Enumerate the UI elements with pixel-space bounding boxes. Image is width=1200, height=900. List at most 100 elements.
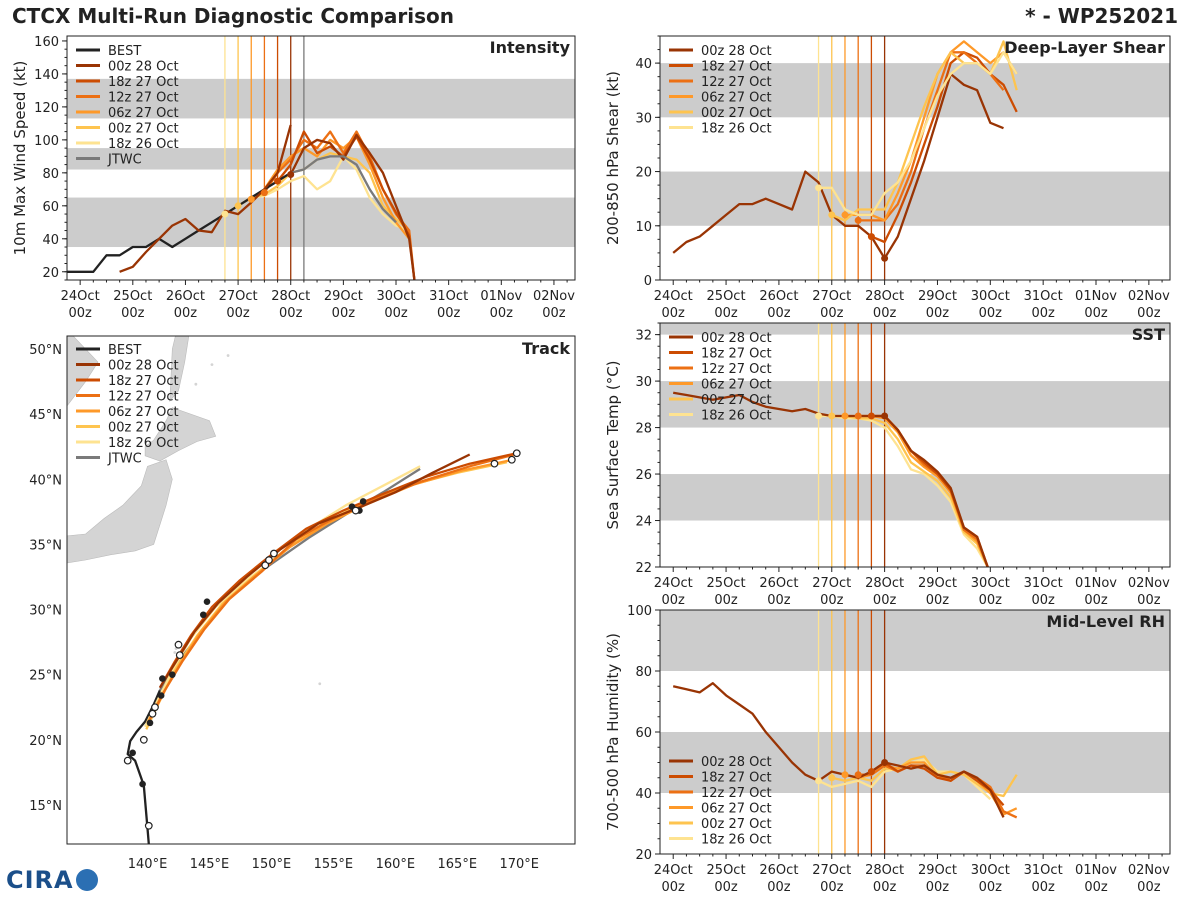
x-tick-label-date: 25Oct xyxy=(707,289,746,304)
legend-label: 12z 27 Oct xyxy=(701,75,772,90)
track-point-open xyxy=(507,455,516,464)
lon-tick-label: 160°E xyxy=(376,857,416,872)
legend-label: 12z 27 Oct xyxy=(108,91,179,106)
legend-label: 18z 26 Oct xyxy=(108,436,179,451)
track-line xyxy=(158,467,421,691)
plot-area xyxy=(660,610,1170,854)
x-tick-label-hour: 00z xyxy=(820,880,844,895)
init-marker xyxy=(881,412,889,420)
x-tick-label-hour: 00z xyxy=(490,306,514,321)
series-line xyxy=(818,51,1018,217)
init-marker xyxy=(815,412,823,420)
x-tick-label-hour: 00z xyxy=(714,593,738,608)
x-tick-label-date: 26Oct xyxy=(166,289,205,304)
lat-tick-label: 40°N xyxy=(29,473,62,488)
legend-label: 00z 28 Oct xyxy=(701,331,772,346)
storm-id: * - WP252021 xyxy=(1025,4,1178,28)
x-tick-label-date: 27Oct xyxy=(812,863,851,878)
landmass xyxy=(67,336,99,407)
x-tick-label-date: 24Oct xyxy=(61,289,100,304)
lon-tick-label: 170°E xyxy=(499,857,539,872)
track-line xyxy=(146,458,514,724)
y-axis-label: 10m Max Wind Speed (kt) xyxy=(11,61,29,256)
x-tick-label-hour: 00z xyxy=(662,880,686,895)
panel-intensity: 20 40 60 80 100 120 140 160 24Oct 00z 25Oct 00z 26Oc… xyxy=(11,35,576,321)
track-point-open xyxy=(261,561,270,570)
x-tick-label-date: 31Oct xyxy=(1024,576,1063,591)
y-tick-label: 60 xyxy=(42,200,59,215)
y-tick-label: 24 xyxy=(635,515,652,530)
x-tick-label-date: 28Oct xyxy=(271,289,310,304)
legend-label: 00z 27 Oct xyxy=(701,106,772,121)
track-line xyxy=(144,465,421,728)
x-tick-label-hour: 00z xyxy=(979,593,1003,608)
y-tick-label: 100 xyxy=(627,604,652,619)
legend-label: 18z 27 Oct xyxy=(108,75,179,90)
lon-tick-label: 150°E xyxy=(252,857,292,872)
legend-label: 00z 28 Oct xyxy=(701,44,772,59)
x-tick-label-date: 25Oct xyxy=(113,289,152,304)
shade-band xyxy=(660,63,1170,118)
x-tick-label-date: 31Oct xyxy=(1024,863,1063,878)
x-tick-label-date: 29Oct xyxy=(918,863,957,878)
y-tick-label: 100 xyxy=(34,134,59,149)
island xyxy=(194,382,198,386)
x-tick-label-hour: 00z xyxy=(542,306,566,321)
lat-tick-label: 20°N xyxy=(29,734,62,749)
shade-band xyxy=(660,171,1170,226)
landmass xyxy=(144,407,217,462)
track-point-open xyxy=(139,735,148,744)
y-tick-label: 40 xyxy=(635,787,652,802)
legend-label: 00z 27 Oct xyxy=(701,393,772,408)
x-tick-label-hour: 00z xyxy=(979,880,1003,895)
series-line xyxy=(67,171,292,273)
x-tick-label-hour: 00z xyxy=(1084,593,1108,608)
x-tick-label-hour: 00z xyxy=(1084,880,1108,895)
x-tick-label-date: 26Oct xyxy=(759,576,798,591)
init-marker xyxy=(828,211,836,219)
legend-label: 06z 27 Oct xyxy=(701,378,772,393)
init-marker xyxy=(854,771,862,779)
lat-tick-label: 15°N xyxy=(29,799,62,814)
map-area xyxy=(67,336,521,844)
panel-title: Mid-Level RH xyxy=(1046,612,1165,631)
lat-tick-label: 25°N xyxy=(29,669,62,684)
x-tick-label-date: 29Oct xyxy=(918,576,957,591)
legend-label: 18z 26 Oct xyxy=(701,122,772,137)
x-tick-label-date: 30Oct xyxy=(971,576,1010,591)
legend-label: 06z 27 Oct xyxy=(108,405,179,420)
y-tick-label: 40 xyxy=(42,233,59,248)
panel-shear: 0 10 20 30 40 24Oct 00z 25Oct 00z 26Oct 00z 27Oct 00… xyxy=(604,35,1171,321)
y-tick-label: 60 xyxy=(635,726,652,741)
series-line xyxy=(289,133,416,280)
x-tick-label-hour: 00z xyxy=(279,306,303,321)
x-tick-label-date: 29Oct xyxy=(324,289,363,304)
x-tick-label-hour: 00z xyxy=(714,306,738,321)
panel-title: Intensity xyxy=(490,38,571,57)
x-tick-label-hour: 00z xyxy=(662,306,686,321)
cira-logo: CIRA xyxy=(6,866,98,894)
y-axis-label: 200-850 hPa Shear (kt) xyxy=(604,71,622,245)
track-point-filled xyxy=(169,671,176,678)
track-point-open xyxy=(490,459,499,468)
x-tick-label-date: 02Nov xyxy=(1128,576,1170,591)
lon-tick-label: 140°E xyxy=(128,857,168,872)
track-point-filled xyxy=(139,780,146,788)
legend-label: 18z 27 Oct xyxy=(701,60,772,75)
x-tick-label-date: 02Nov xyxy=(1128,863,1170,878)
track-line xyxy=(158,453,471,689)
track-point-filled xyxy=(159,675,166,682)
x-tick-label-hour: 00z xyxy=(662,593,686,608)
x-tick-label-date: 24Oct xyxy=(654,576,693,591)
init-marker xyxy=(841,412,849,420)
init-marker xyxy=(867,233,875,241)
legend-label: 00z 28 Oct xyxy=(108,60,179,75)
y-tick-label: 80 xyxy=(42,167,59,182)
x-tick-label-hour: 00z xyxy=(979,306,1003,321)
y-tick-label: 22 xyxy=(635,561,652,576)
legend-label: 18z 27 Oct xyxy=(701,771,772,786)
y-tick-label: 30 xyxy=(635,375,652,390)
init-marker xyxy=(854,412,862,420)
x-tick-label-hour: 00z xyxy=(121,306,145,321)
y-tick-label: 160 xyxy=(34,35,59,50)
